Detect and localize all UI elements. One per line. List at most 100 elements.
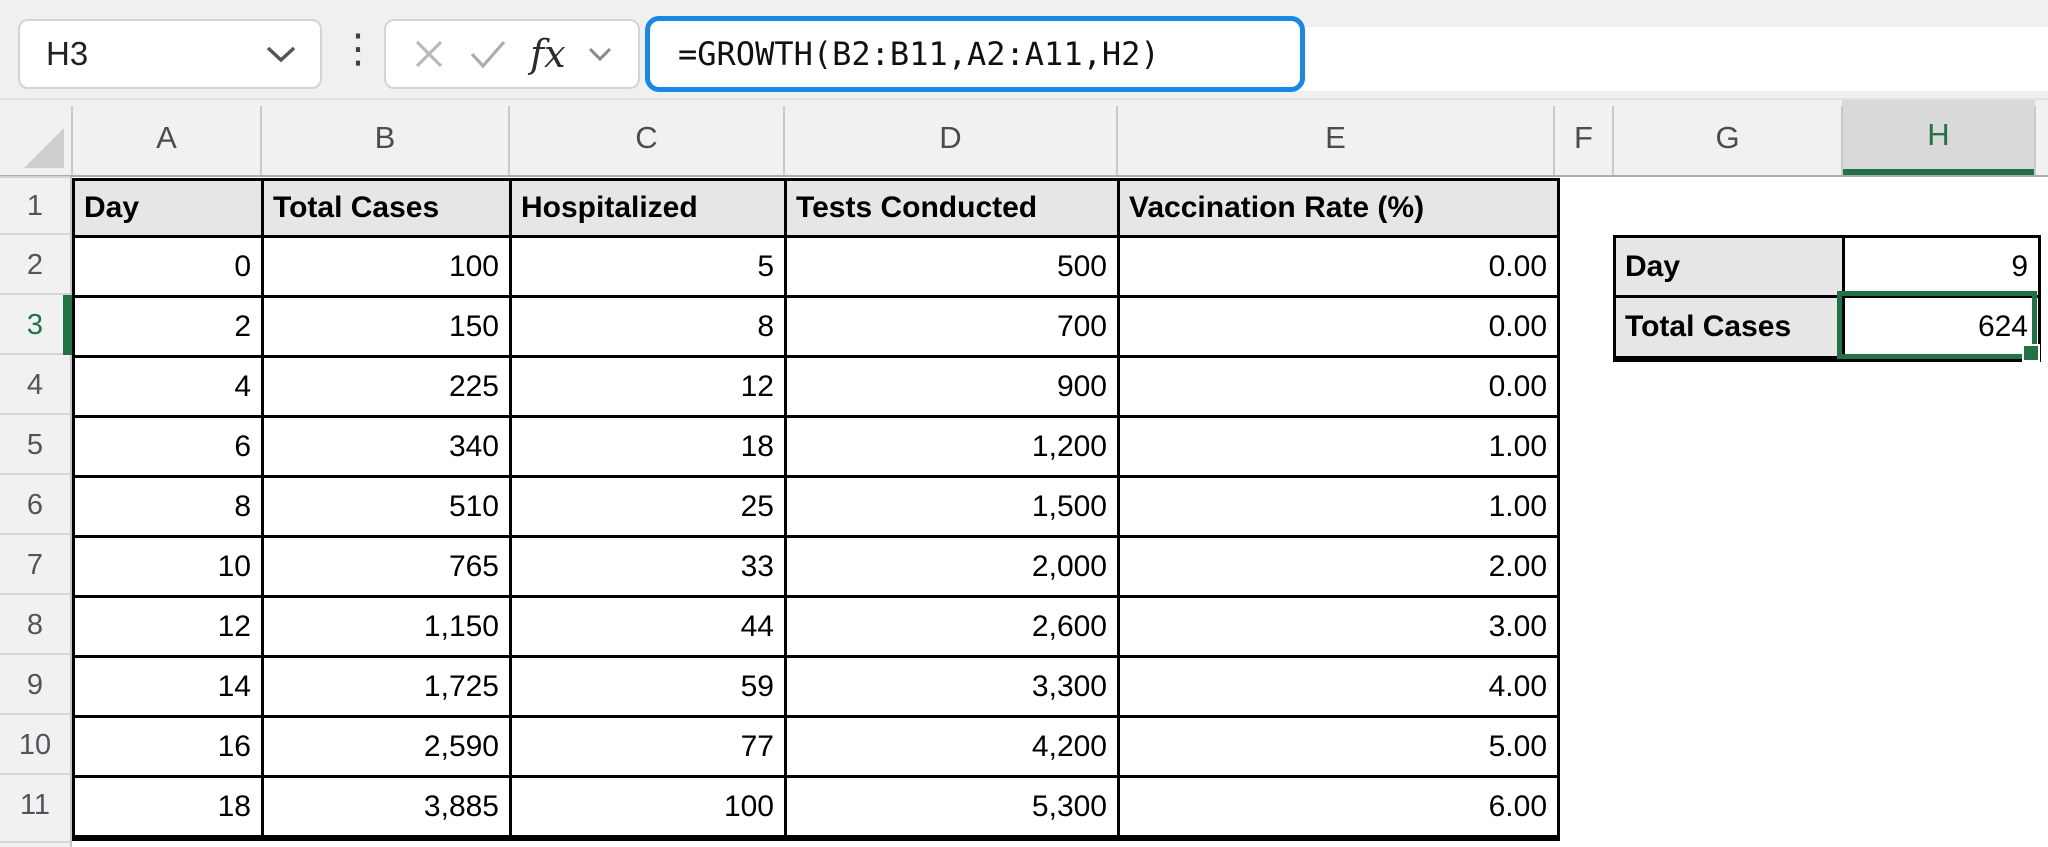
cell-B9[interactable]: 1,725: [264, 658, 512, 718]
cell-A4[interactable]: 4: [75, 358, 264, 418]
cell-A9[interactable]: 14: [75, 658, 264, 718]
cell-H2[interactable]: 9: [1845, 238, 2038, 298]
cell-D5[interactable]: 1,200: [787, 418, 1120, 478]
cell-C11[interactable]: 100: [512, 778, 787, 838]
row-header-4[interactable]: 4: [26, 368, 44, 401]
cell-E4[interactable]: 0.00: [1120, 358, 1557, 418]
cell-C5[interactable]: 18: [512, 418, 787, 478]
selected-row-accent-bar: [63, 295, 72, 355]
cell-D2[interactable]: 500: [787, 238, 1120, 298]
cell-B5[interactable]: 340: [264, 418, 512, 478]
row-header-2[interactable]: 2: [26, 248, 44, 281]
name-box[interactable]: H3: [18, 19, 322, 89]
select-all-triangle[interactable]: [24, 128, 64, 168]
fill-handle[interactable]: [2022, 344, 2040, 362]
cell-H3-active[interactable]: 624: [1845, 298, 2038, 359]
cell-E9[interactable]: 4.00: [1120, 658, 1557, 718]
cell-E10[interactable]: 5.00: [1120, 718, 1557, 778]
cell-G2[interactable]: Day: [1616, 238, 1845, 298]
column-separator: [1116, 106, 1118, 175]
row-header-5[interactable]: 5: [26, 428, 44, 461]
column-header-E[interactable]: E: [1325, 119, 1346, 155]
cell-B7[interactable]: 765: [264, 538, 512, 598]
cell-A3[interactable]: 2: [75, 298, 264, 358]
row-header-1[interactable]: 1: [26, 190, 44, 222]
row-separator: [0, 353, 70, 355]
cell-B1[interactable]: Total Cases: [264, 181, 512, 238]
column-header-H[interactable]: H: [1842, 100, 2035, 175]
name-box-chevron-down-icon[interactable]: [264, 43, 298, 65]
cell-D4[interactable]: 900: [787, 358, 1120, 418]
cell-E5[interactable]: 1.00: [1120, 418, 1557, 478]
cell-C7[interactable]: 33: [512, 538, 787, 598]
cell-E3[interactable]: 0.00: [1120, 298, 1557, 358]
row-separator: [0, 773, 70, 775]
cell-C10[interactable]: 77: [512, 718, 787, 778]
column-header-D[interactable]: D: [939, 119, 962, 155]
cell-B2[interactable]: 100: [264, 238, 512, 298]
cell-D9[interactable]: 3,300: [787, 658, 1120, 718]
enter-check-icon[interactable]: [468, 38, 508, 70]
column-header-B[interactable]: B: [374, 119, 396, 155]
cell-A11[interactable]: 18: [75, 778, 264, 838]
cell-B4[interactable]: 225: [264, 358, 512, 418]
row-header-7[interactable]: 7: [26, 548, 44, 581]
row-separator: [0, 233, 70, 235]
cell-E6[interactable]: 1.00: [1120, 478, 1557, 538]
cell-E7[interactable]: 2.00: [1120, 538, 1557, 598]
column-separator: [1841, 106, 1843, 175]
cell-B8[interactable]: 1,150: [264, 598, 512, 658]
cell-C1[interactable]: Hospitalized: [512, 181, 787, 238]
cell-C2[interactable]: 5: [512, 238, 787, 298]
cell-A6[interactable]: 8: [75, 478, 264, 538]
column-separator: [508, 106, 510, 175]
row-separator: [0, 413, 70, 415]
cell-B10[interactable]: 2,590: [264, 718, 512, 778]
cell-B6[interactable]: 510: [264, 478, 512, 538]
row-separator: [0, 176, 70, 178]
row-header-6[interactable]: 6: [26, 488, 44, 521]
cell-C8[interactable]: 44: [512, 598, 787, 658]
cell-D6[interactable]: 1,500: [787, 478, 1120, 538]
column-header-C[interactable]: C: [635, 119, 658, 155]
cell-E1[interactable]: Vaccination Rate (%): [1120, 181, 1557, 238]
cell-A7[interactable]: 10: [75, 538, 264, 598]
row-header-9[interactable]: 9: [26, 668, 44, 701]
cell-D8[interactable]: 2,600: [787, 598, 1120, 658]
row-header-3[interactable]: 3: [26, 308, 44, 341]
cell-B3[interactable]: 150: [264, 298, 512, 358]
cancel-icon[interactable]: [411, 36, 447, 72]
formula-text: =GROWTH(B2:B11,A2:A11,H2): [678, 35, 1160, 73]
cell-C4[interactable]: 12: [512, 358, 787, 418]
cell-D7[interactable]: 2,000: [787, 538, 1120, 598]
cell-D3[interactable]: 700: [787, 298, 1120, 358]
cell-C6[interactable]: 25: [512, 478, 787, 538]
fx-chevron-down-icon[interactable]: [587, 45, 613, 63]
row-header-11[interactable]: 11: [19, 788, 51, 821]
cell-G3[interactable]: Total Cases: [1616, 298, 1845, 359]
cell-E8[interactable]: 3.00: [1120, 598, 1557, 658]
formula-input[interactable]: =GROWTH(B2:B11,A2:A11,H2): [645, 16, 1305, 92]
insert-function-fx-icon[interactable]: fx: [530, 32, 566, 76]
cell-A5[interactable]: 6: [75, 418, 264, 478]
column-header-F[interactable]: F: [1574, 119, 1593, 155]
cell-C3[interactable]: 8: [512, 298, 787, 358]
cell-A10[interactable]: 16: [75, 718, 264, 778]
cell-D10[interactable]: 4,200: [787, 718, 1120, 778]
cell-C9[interactable]: 59: [512, 658, 787, 718]
cell-B11[interactable]: 3,885: [264, 778, 512, 838]
column-header-A[interactable]: A: [156, 119, 177, 155]
cell-A2[interactable]: 0: [75, 238, 264, 298]
formula-bar: H3 ⋮ fx =GROWTH(B2:B11,A2:A11,H2): [0, 0, 2048, 100]
cell-A1[interactable]: Day: [75, 181, 264, 238]
cell-D11[interactable]: 5,300: [787, 778, 1120, 838]
cell-E2[interactable]: 0.00: [1120, 238, 1557, 298]
row-header-8[interactable]: 8: [26, 608, 44, 641]
row-header-10[interactable]: 10: [18, 728, 52, 761]
cell-A8[interactable]: 12: [75, 598, 264, 658]
formula-bar-drag-separator-icon[interactable]: ⋮: [338, 26, 378, 72]
cell-D1[interactable]: Tests Conducted: [787, 181, 1120, 238]
formula-toolbar: fx: [384, 19, 640, 89]
column-header-G[interactable]: G: [1715, 119, 1740, 155]
cell-E11[interactable]: 6.00: [1120, 778, 1557, 838]
